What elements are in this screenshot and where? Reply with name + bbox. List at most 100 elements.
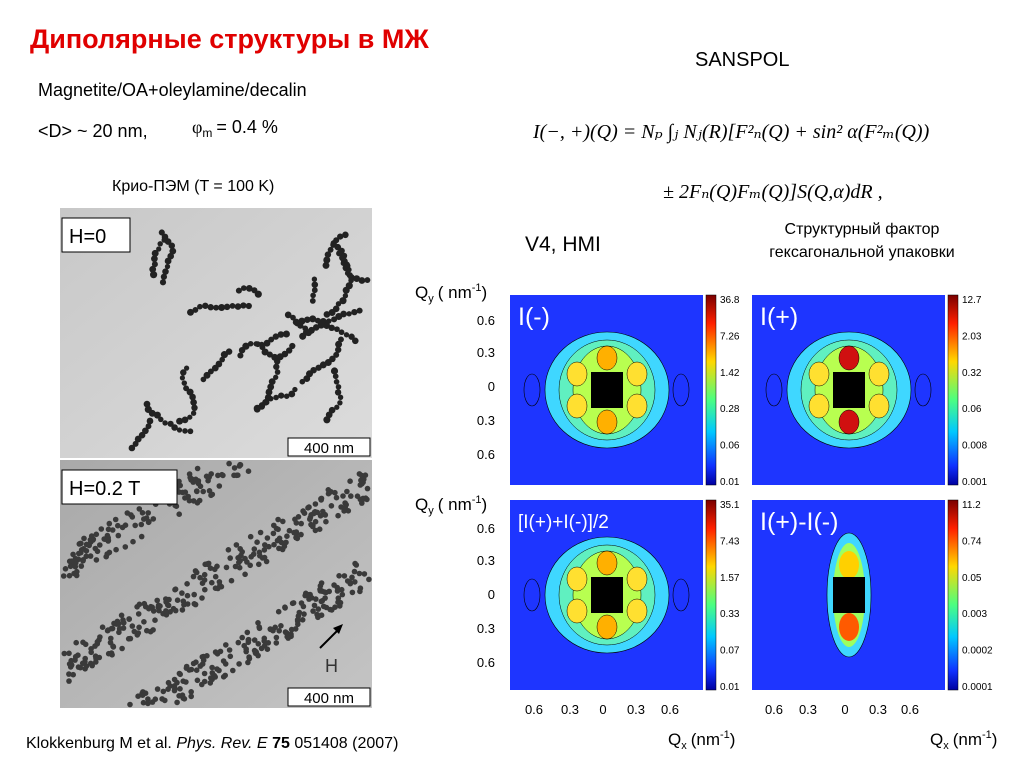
- particle: [234, 303, 242, 310]
- y-tick-label: 0.3: [477, 553, 495, 568]
- particle: [288, 390, 296, 398]
- particle: [219, 471, 225, 478]
- method: SANSPOL: [695, 49, 789, 71]
- particle: [258, 645, 265, 652]
- particle: [238, 346, 246, 354]
- particle: [62, 566, 69, 572]
- particle: [202, 302, 209, 309]
- field-label: H: [325, 656, 338, 676]
- particle: [183, 665, 190, 671]
- tem-label: H=0.2 T: [69, 478, 140, 500]
- particle: [235, 639, 242, 646]
- particle: [342, 504, 349, 511]
- map-label: I(-): [518, 303, 550, 331]
- colorbar-label: 36.8: [720, 295, 740, 306]
- sample-text: Magnetite/OA+oleylamine/decalin: [38, 80, 307, 100]
- particle: [83, 548, 90, 554]
- particle: [172, 586, 179, 592]
- particle: [93, 659, 99, 665]
- colorbar: [705, 294, 717, 486]
- particle: [124, 510, 131, 516]
- particle: [184, 581, 190, 587]
- colorbar-label: 1.57: [720, 573, 740, 584]
- particle: [203, 371, 211, 379]
- particle: [80, 557, 86, 563]
- axis-q: Q: [668, 730, 681, 749]
- particle: [142, 603, 149, 610]
- particle: [136, 506, 143, 512]
- particle: [318, 598, 325, 605]
- axis-q: Q: [930, 730, 943, 749]
- particle: [273, 374, 279, 380]
- particle: [284, 633, 291, 640]
- scale-box: [287, 687, 371, 707]
- particle: [180, 598, 187, 604]
- particle: [105, 650, 112, 657]
- particle: [104, 627, 111, 634]
- particle: [182, 428, 188, 434]
- particle: [144, 405, 152, 413]
- colorbar: [947, 294, 959, 486]
- particle: [122, 522, 129, 528]
- particle: [345, 282, 353, 290]
- particle: [332, 373, 339, 380]
- particle: [302, 325, 309, 332]
- particle: [215, 360, 223, 368]
- formula-line: ± 2Fₙ(Q)Fₘ(Q)]S(Q,α)dR ,: [663, 181, 883, 203]
- field-arrowhead: [333, 624, 343, 634]
- particle: [242, 571, 248, 578]
- size-text: <D> ~ 20 nm,: [38, 121, 148, 141]
- axis-sup: -1: [982, 729, 992, 741]
- particle: [151, 249, 159, 257]
- particle: [293, 520, 300, 526]
- colorbar-label: 0.05: [962, 573, 982, 584]
- axis-unit: (nm: [691, 730, 720, 749]
- particle: [255, 620, 261, 626]
- axis-close: ): [482, 495, 488, 514]
- particle: [307, 516, 313, 522]
- particle: [326, 588, 333, 595]
- particle: [364, 277, 371, 284]
- particle: [267, 383, 275, 391]
- x-tick-label: 0.6: [901, 702, 919, 717]
- particle: [151, 255, 158, 263]
- particle: [118, 612, 125, 619]
- particle: [317, 583, 324, 589]
- colorbar-label: 0.33: [720, 609, 740, 620]
- particle: [67, 563, 74, 570]
- particle: [214, 563, 220, 570]
- instrument: V4, HMI: [525, 233, 601, 256]
- map-panel: I(-) 36.8 7.26 1.42 0.28 0.06 0.01: [510, 294, 740, 488]
- particle: [145, 700, 151, 707]
- particle: [280, 518, 286, 525]
- particle: [207, 304, 214, 311]
- particle: [259, 555, 266, 561]
- particle: [61, 650, 68, 657]
- particle: [209, 664, 215, 671]
- particle: [308, 512, 315, 518]
- particle: [317, 321, 325, 329]
- particle: [261, 635, 268, 642]
- axis-label: Qx (nm-1): [930, 729, 997, 752]
- particle: [351, 308, 358, 316]
- particle: [243, 646, 249, 652]
- map-level: [839, 551, 859, 579]
- particle: [88, 660, 94, 667]
- particle: [77, 540, 83, 547]
- particle: [176, 417, 184, 425]
- particle: [197, 303, 203, 310]
- particle: [255, 641, 262, 647]
- particle: [361, 496, 368, 502]
- particle: [147, 628, 154, 635]
- particle: [344, 488, 350, 495]
- particle: [216, 667, 222, 674]
- particle: [171, 676, 178, 683]
- particle: [132, 440, 139, 447]
- particle: [181, 416, 189, 424]
- particle: [275, 608, 282, 615]
- particle: [282, 604, 288, 610]
- beam-stop: [591, 372, 623, 408]
- colorbar-label: 0.01: [720, 477, 740, 488]
- particle: [145, 696, 151, 702]
- particle: [311, 276, 318, 282]
